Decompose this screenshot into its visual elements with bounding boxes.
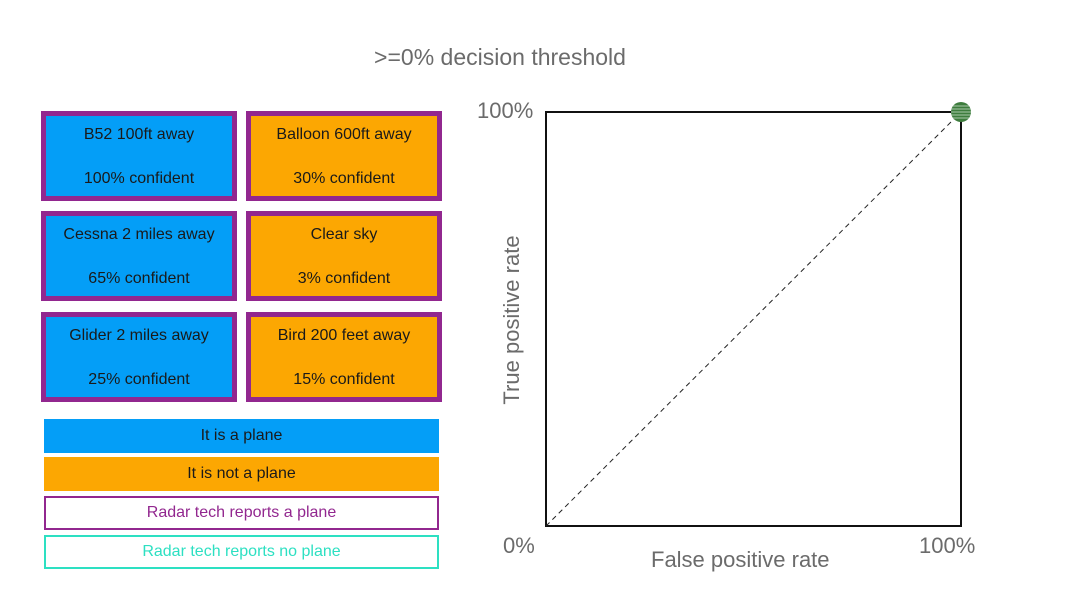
legend-not-plane: It is not a plane [44, 457, 439, 491]
card-balloon: Balloon 600ft away 30% confident [246, 111, 442, 201]
card-confidence: 100% confident [83, 170, 195, 187]
card-name: Clear sky [310, 226, 378, 243]
x-axis-label: False positive rate [651, 547, 830, 572]
legend-reports-no-plane: Radar tech reports no plane [44, 535, 439, 569]
card-cessna: Cessna 2 miles away 65% confident [41, 211, 237, 301]
card-confidence: 65% confident [88, 270, 190, 287]
origin-tick-label: 0% [503, 533, 535, 558]
card-glider: Glider 2 miles away 25% confident [41, 312, 237, 402]
y-axis-label: True positive rate [499, 235, 524, 405]
card-confidence: 3% confident [297, 270, 391, 287]
y-max-tick-label: 100% [477, 98, 534, 123]
card-name: Balloon 600ft away [276, 126, 412, 143]
legend-plane: It is a plane [44, 419, 439, 453]
card-clear-sky: Clear sky 3% confident [246, 211, 442, 301]
plot-frame [545, 111, 962, 527]
x-max-tick-label: 100% [919, 533, 976, 558]
card-name: Cessna 2 miles away [63, 226, 215, 243]
card-name: B52 100ft away [83, 126, 195, 143]
card-b52: B52 100ft away 100% confident [41, 111, 237, 201]
card-confidence: 25% confident [88, 371, 190, 388]
legend-reports-plane: Radar tech reports a plane [44, 496, 439, 530]
roc-point-0 [951, 102, 971, 122]
chart-title: >=0% decision threshold [374, 44, 626, 70]
card-confidence: 15% confident [293, 371, 395, 388]
card-name: Bird 200 feet away [277, 327, 411, 344]
diagonal-reference-line [545, 111, 962, 527]
card-name: Glider 2 miles away [69, 327, 209, 344]
card-bird: Bird 200 feet away 15% confident [246, 312, 442, 402]
card-confidence: 30% confident [293, 170, 395, 187]
